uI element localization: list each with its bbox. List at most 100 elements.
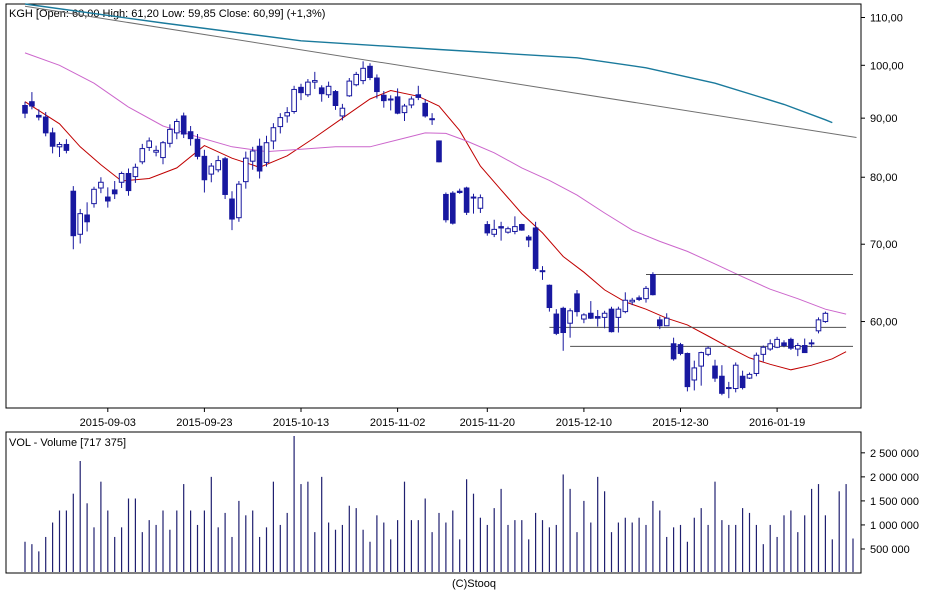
candle: [422, 99, 428, 118]
candle-body-down: [422, 102, 428, 117]
candle: [643, 286, 649, 303]
candle-body-up: [270, 127, 277, 142]
candle-body-down: [463, 187, 470, 213]
candle-body-down: [519, 224, 525, 231]
candle-body-up: [643, 287, 649, 300]
candle: [601, 310, 608, 329]
candle: [353, 71, 359, 87]
candle: [270, 123, 277, 150]
candle: [194, 134, 201, 160]
candle-body-up: [470, 196, 477, 199]
candle-body-up: [726, 387, 732, 390]
candle-body-up: [408, 98, 415, 106]
candle-body-down: [111, 189, 118, 195]
candle-body-up: [539, 270, 546, 273]
candle-body-down: [187, 131, 194, 140]
candle-body-down: [298, 86, 304, 94]
candle-body-up: [353, 73, 359, 86]
candle: [774, 336, 780, 349]
candle: [560, 306, 567, 351]
candle-body-down: [194, 138, 201, 157]
candle-body-down: [22, 104, 28, 114]
candle: [118, 171, 125, 189]
candle: [208, 163, 215, 183]
candle-body-up: [305, 81, 311, 96]
candle-body-up: [118, 172, 125, 183]
candle: [588, 301, 594, 320]
candle: [491, 219, 497, 238]
candle: [484, 221, 491, 236]
candle: [63, 139, 70, 154]
candle: [615, 306, 622, 333]
candle: [746, 372, 753, 380]
price-y-tick-label: 60,00: [870, 317, 898, 329]
candle-body-down: [229, 198, 235, 220]
candle-body-up: [767, 343, 774, 350]
candle: [70, 186, 77, 250]
volume-y-tick-label: 2 000 000: [870, 472, 919, 484]
candle: [160, 140, 166, 165]
volume-series: [24, 436, 854, 572]
candle-body-down: [456, 190, 463, 194]
ma-short-line: [24, 89, 847, 371]
candle-body-up: [746, 373, 753, 379]
candle: [381, 91, 387, 108]
trend-line-line: [24, 5, 857, 138]
date-tick-label: 2015-12-10: [556, 417, 612, 429]
volume-panel-title: VOL - Volume [717 375]: [9, 437, 126, 449]
volume-y-tick-label: 1 500 000: [870, 496, 919, 508]
candle-body-up: [629, 299, 636, 303]
candle: [650, 272, 656, 296]
candle: [670, 337, 677, 361]
candle: [567, 308, 573, 338]
candle-body-up: [56, 143, 63, 148]
candle: [519, 223, 525, 231]
candle: [187, 126, 194, 146]
candle: [291, 85, 297, 114]
candle: [374, 74, 380, 99]
candle-body-down: [525, 236, 532, 241]
candle: [698, 351, 705, 386]
volume-y-axis: 500 000 1 000 000 1 500 000 2 000 000 2 500 …: [861, 448, 919, 556]
candle: [318, 85, 325, 102]
candle-body-up: [249, 150, 256, 162]
candle: [677, 342, 684, 356]
candle: [325, 81, 332, 98]
candle-body-up: [160, 142, 166, 159]
candle-body-down: [367, 65, 373, 78]
candle-body-up: [808, 342, 815, 345]
candle-body-up: [325, 85, 332, 96]
copyright-footer: (C)Stooq: [452, 578, 496, 590]
candle: [822, 311, 829, 323]
candle: [470, 193, 477, 214]
candle: [498, 221, 504, 241]
candle: [622, 292, 629, 314]
candle: [539, 266, 546, 280]
candle-body-up: [774, 338, 780, 348]
candle-body-up: [615, 308, 622, 318]
candle: [243, 151, 249, 189]
candle: [415, 85, 422, 101]
candle-body-up: [691, 367, 698, 381]
candle-body-up: [167, 128, 173, 144]
candle-body-down: [670, 343, 677, 360]
candle: [753, 352, 760, 377]
candle: [815, 317, 822, 334]
candle: [732, 362, 739, 393]
candle: [298, 83, 304, 101]
candle: [788, 337, 794, 350]
candle-body-down: [781, 342, 787, 347]
candle-body-up: [208, 165, 215, 175]
candle: [429, 113, 435, 125]
candle: [36, 109, 42, 121]
candle-body-up: [705, 347, 711, 355]
candle: [256, 138, 263, 179]
candle: [91, 186, 97, 208]
candle-body-up: [77, 213, 84, 235]
candle-body-down: [594, 316, 601, 319]
candle-body-down: [49, 132, 56, 147]
candle-body-up: [346, 80, 353, 97]
candle-body-up: [622, 299, 629, 313]
candle: [436, 140, 442, 163]
